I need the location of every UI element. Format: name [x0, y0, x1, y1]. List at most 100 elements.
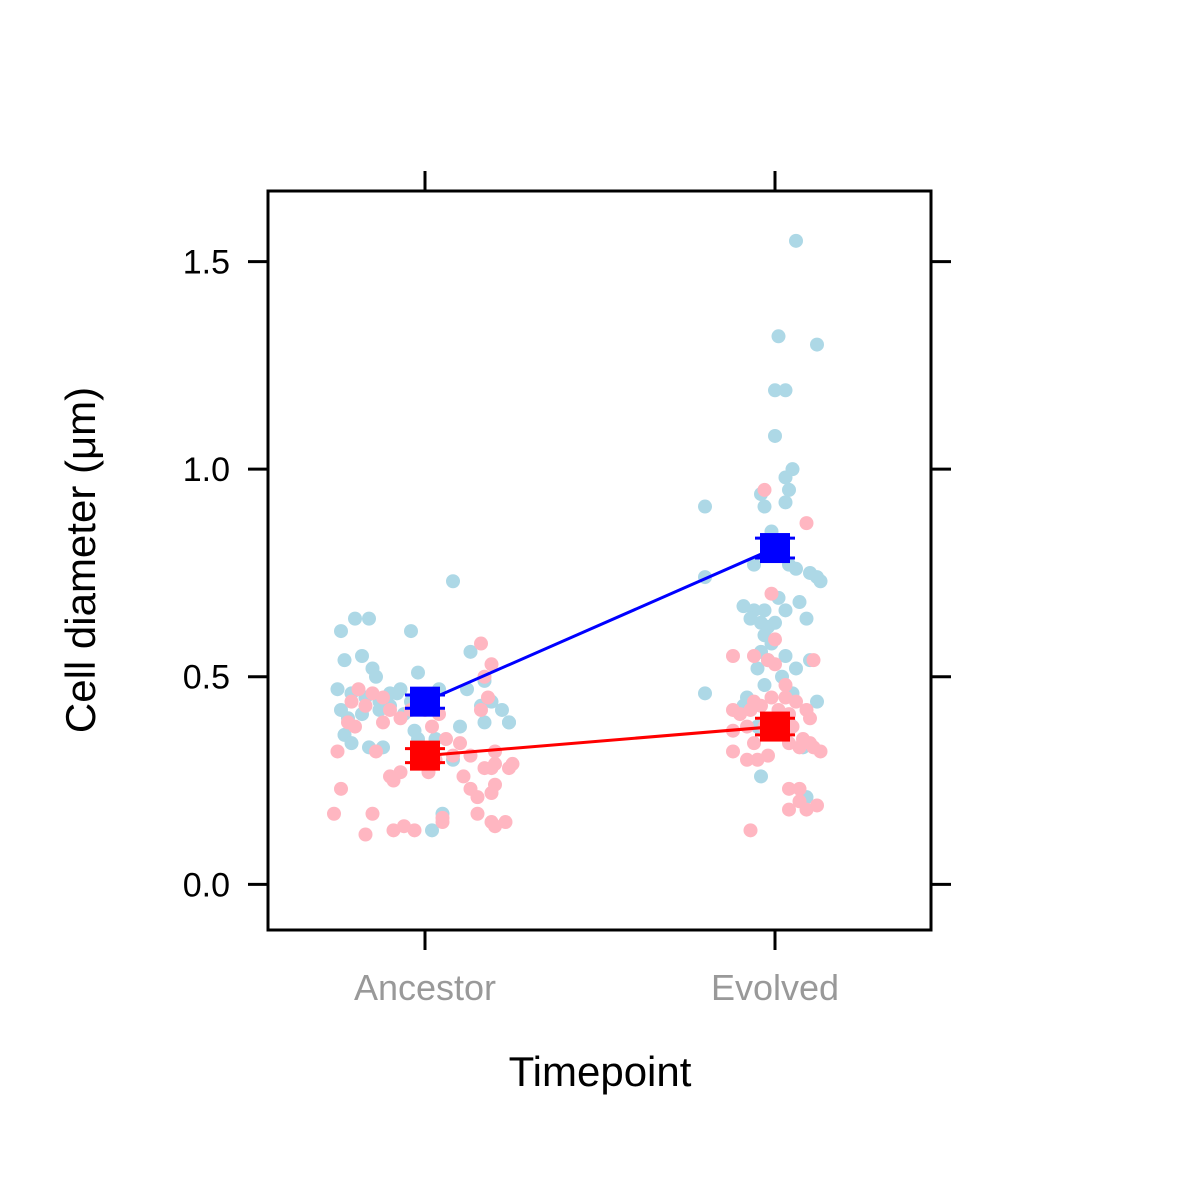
- mean-marker: [760, 533, 790, 564]
- mean-marker: [760, 711, 790, 742]
- data-point: [789, 661, 803, 676]
- data-point: [484, 657, 499, 672]
- data-point: [726, 744, 740, 759]
- data-point: [351, 682, 366, 697]
- y-tick-label: 1.5: [183, 244, 230, 282]
- data-point: [477, 715, 492, 730]
- data-point: [498, 815, 513, 830]
- data-point: [782, 482, 796, 497]
- data-point: [799, 802, 814, 817]
- mean-line: [424, 725, 776, 758]
- data-point: [484, 761, 499, 776]
- data-point: [813, 574, 828, 589]
- data-point: [330, 744, 345, 759]
- data-point: [337, 653, 352, 668]
- data-point: [453, 736, 467, 751]
- data-point: [327, 806, 341, 821]
- data-point: [743, 823, 758, 838]
- data-point: [376, 690, 390, 705]
- data-point: [806, 653, 821, 668]
- data-point: [747, 557, 761, 572]
- mean-line: [424, 546, 776, 704]
- data-point: [425, 823, 439, 838]
- x-tick-label: Evolved: [711, 967, 839, 1008]
- data-point: [358, 698, 373, 713]
- data-point: [789, 233, 803, 248]
- points-layer: [327, 233, 828, 842]
- data-point: [789, 561, 803, 576]
- data-point: [390, 686, 404, 701]
- data-point: [778, 383, 793, 398]
- y-tick-label: 1.0: [183, 451, 230, 489]
- data-point: [740, 752, 754, 767]
- data-point: [481, 690, 495, 705]
- data-point: [383, 702, 397, 717]
- data-point: [505, 756, 520, 771]
- data-point: [365, 686, 380, 701]
- data-point: [348, 611, 362, 626]
- data-point: [474, 702, 488, 717]
- data-point: [726, 648, 740, 663]
- data-point: [757, 482, 772, 497]
- data-point: [771, 329, 786, 344]
- data-point: [474, 636, 488, 651]
- data-point: [365, 806, 380, 821]
- data-point: [757, 499, 772, 514]
- data-point: [789, 694, 803, 709]
- data-point: [736, 599, 751, 614]
- data-point: [768, 428, 782, 443]
- data-point: [810, 337, 824, 352]
- data-point: [768, 615, 782, 630]
- data-point: [334, 781, 348, 796]
- data-point: [778, 603, 793, 618]
- data-point: [810, 694, 824, 709]
- data-point: [733, 707, 747, 722]
- data-point: [698, 499, 712, 514]
- data-point: [369, 669, 383, 684]
- data-point: [348, 719, 362, 734]
- data-point: [761, 748, 775, 763]
- data-point: [782, 781, 796, 796]
- data-point: [495, 702, 509, 717]
- data-point: [334, 624, 348, 639]
- data-point: [344, 736, 359, 751]
- data-point: [446, 748, 460, 763]
- data-point: [750, 752, 765, 767]
- data-point: [747, 648, 761, 663]
- data-point: [747, 736, 761, 751]
- data-point: [813, 744, 828, 759]
- data-point: [435, 810, 450, 825]
- data-point: [743, 611, 758, 626]
- data-point: [740, 719, 754, 734]
- data-point: [757, 603, 772, 618]
- data-point: [488, 744, 502, 759]
- data-point: [463, 644, 478, 659]
- data-point: [369, 744, 383, 759]
- data-point: [470, 806, 485, 821]
- data-point: [792, 781, 807, 796]
- data-point: [761, 653, 775, 668]
- data-point: [754, 698, 768, 713]
- x-axis-title: Timepoint: [509, 1048, 692, 1095]
- plot-frame: [266, 189, 933, 932]
- data-point: [764, 690, 779, 705]
- axes-layer: 0.0 0.5 1.0 1.5 Ancestor Evolved: [183, 171, 951, 1008]
- data-point: [407, 823, 422, 838]
- data-point: [792, 595, 807, 610]
- data-point: [439, 732, 453, 747]
- data-point: [810, 798, 824, 813]
- data-point: [376, 715, 390, 730]
- data-point: [456, 769, 471, 784]
- mean-marker: [410, 686, 440, 717]
- data-point: [778, 495, 793, 510]
- data-point: [358, 827, 373, 842]
- data-point: [330, 682, 345, 697]
- data-point: [799, 516, 814, 531]
- data-point: [778, 678, 793, 693]
- data-point: [488, 819, 502, 834]
- data-point: [372, 702, 387, 717]
- data-point: [397, 819, 411, 834]
- data-point: [344, 694, 359, 709]
